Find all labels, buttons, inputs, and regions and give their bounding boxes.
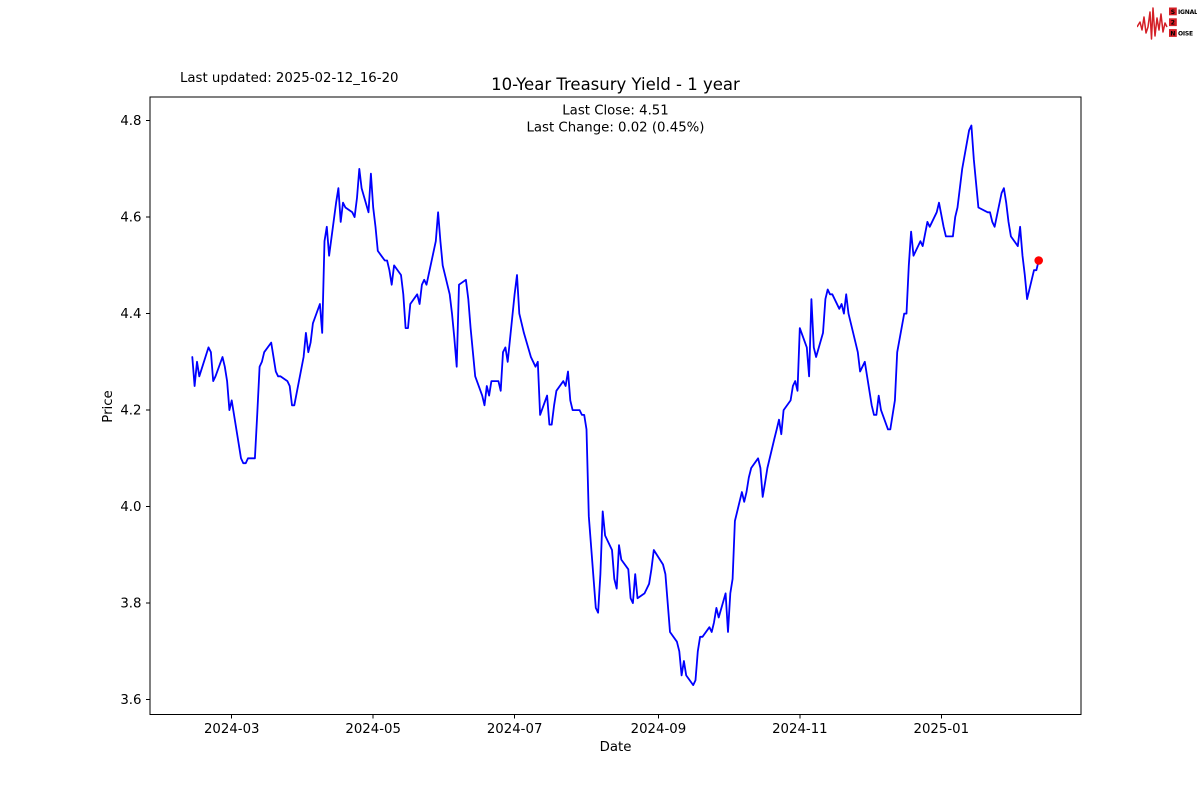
y-tick-label: 4.6: [120, 211, 141, 226]
y-axis-label: Price: [101, 390, 116, 422]
x-axis-label: Date: [600, 740, 632, 755]
last-close-marker: [1034, 256, 1043, 265]
x-tick-label: 2024-05: [345, 722, 401, 737]
logo-text-row: IGNAL: [1178, 9, 1197, 16]
y-tick-label: 3.6: [120, 693, 141, 708]
logo-letter-box: [1169, 29, 1177, 37]
x-tick-label: 2024-03: [204, 722, 260, 737]
logo-text-row: OISE: [1178, 30, 1193, 37]
plot-area: [149, 96, 1082, 715]
y-tick-label: 4.0: [120, 500, 141, 515]
chart-title: 10-Year Treasury Yield - 1 year: [491, 75, 740, 94]
last-change-subtitle: Last Change: 0.02 (0.45%): [527, 121, 705, 136]
waveform-icon: [1137, 7, 1168, 40]
price-line: [191, 124, 1040, 686]
x-tick-label: 2024-11: [772, 722, 828, 737]
x-tick-label: 2024-07: [487, 722, 543, 737]
last-close-subtitle: Last Close: 4.51: [562, 104, 668, 119]
y-tick-label: 3.8: [120, 597, 141, 612]
logo-letter-box: [1169, 18, 1177, 27]
x-tick-label: 2025-01: [914, 722, 970, 737]
x-tick-label: 2024-09: [631, 722, 687, 737]
logo-letter-box: [1169, 7, 1177, 16]
y-tick-label: 4.2: [120, 404, 141, 419]
y-tick-label: 4.4: [120, 307, 141, 322]
logo-boxed-letter: 2: [1171, 20, 1175, 27]
yield-series: [191, 124, 1043, 686]
y-axis-ticks: 3.6 3.8 4.0 4.2 4.4 4.6 4.8: [120, 114, 150, 708]
logo-boxed-letter: S: [1171, 9, 1175, 16]
logo-boxed-letter: N: [1170, 30, 1175, 37]
x-axis-ticks: 2024-03 2024-05 2024-07 2024-09 2024-11 2025-…: [204, 714, 970, 737]
last-updated-text: Last updated: 2025-02-12_16-20: [180, 71, 398, 86]
y-tick-label: 4.8: [120, 114, 141, 129]
